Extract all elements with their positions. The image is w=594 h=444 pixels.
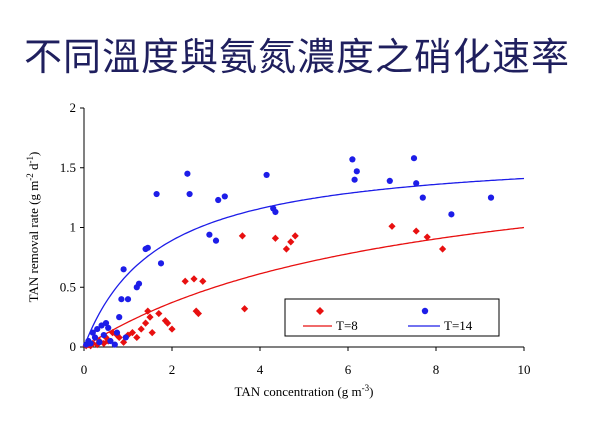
point-t14 — [135, 280, 143, 287]
point-t14 — [487, 194, 495, 201]
point-t8 — [128, 329, 136, 337]
legend-marker-t8 — [316, 307, 324, 315]
point-t8 — [109, 329, 117, 337]
point-t8 — [439, 245, 447, 253]
point-t8 — [192, 307, 200, 315]
point-t14 — [116, 314, 123, 321]
y-tick-label: 1 — [70, 220, 77, 235]
point-t8 — [412, 227, 420, 235]
legend-marker-t14 — [421, 307, 429, 315]
point-t14 — [272, 208, 279, 216]
point-t14 — [120, 266, 127, 273]
point-t14 — [186, 190, 193, 198]
fit-curve-t8 — [83, 226, 525, 348]
point-t8 — [100, 339, 108, 348]
data-points — [82, 155, 495, 350]
point-t14 — [419, 194, 426, 201]
point-t8 — [161, 317, 169, 325]
point-t8 — [287, 238, 295, 246]
point-t14 — [89, 329, 96, 336]
point-t14 — [118, 296, 125, 303]
x-tick-label: 4 — [257, 362, 264, 377]
legend-label-t8: T=8 — [336, 318, 358, 333]
x-ticks: 0 2 4 6 8 10 — [81, 347, 531, 377]
y-ticks: 0 0.5 1 1.5 2 — [60, 100, 84, 354]
point-t14 — [263, 171, 270, 179]
x-tick-label: 0 — [81, 362, 88, 377]
point-t14 — [212, 237, 220, 244]
point-t8 — [148, 329, 156, 337]
y-tick-label: 0.5 — [60, 279, 76, 294]
fit-curve-t14 — [83, 177, 525, 348]
point-t8 — [423, 233, 431, 241]
point-t14 — [122, 334, 129, 341]
point-t14 — [351, 176, 358, 183]
point-t14 — [94, 325, 101, 333]
legend-box — [284, 298, 500, 337]
y-tick-label: 0 — [70, 339, 77, 354]
point-t8 — [271, 234, 279, 242]
point-t8 — [194, 309, 202, 318]
point-t14 — [353, 168, 360, 175]
point-t14 — [100, 331, 107, 339]
point-t14 — [113, 329, 121, 336]
point-t14 — [221, 193, 228, 200]
x-tick-label: 8 — [433, 362, 440, 377]
point-t14 — [91, 334, 99, 341]
point-t8 — [93, 341, 101, 349]
point-t14 — [215, 196, 222, 204]
point-t8 — [164, 319, 172, 327]
point-t8 — [120, 338, 128, 346]
y-tick-label: 1.5 — [60, 160, 76, 175]
point-t8 — [155, 309, 163, 318]
point-t14 — [96, 339, 103, 346]
point-t14 — [153, 190, 160, 198]
point-t14 — [410, 155, 418, 162]
point-t8 — [142, 319, 150, 327]
point-t14 — [386, 177, 393, 184]
point-t8 — [133, 333, 141, 342]
point-t14 — [87, 340, 94, 347]
point-t14 — [349, 156, 356, 163]
slide-title: 不同溫度與氨氮濃度之硝化速率 — [23, 35, 570, 79]
point-t14 — [144, 244, 151, 251]
legend-label-t14: T=14 — [444, 318, 473, 333]
x-tick-label: 6 — [345, 362, 352, 377]
point-t14 — [102, 320, 110, 327]
point-t8 — [137, 325, 145, 333]
point-t14 — [105, 324, 112, 331]
point-t8 — [146, 313, 154, 321]
y-tick-label: 2 — [70, 100, 77, 115]
point-t8 — [199, 277, 207, 285]
point-t8 — [144, 307, 152, 315]
x-tick-label: 10 — [518, 362, 531, 377]
legend: T=8 T=14 — [284, 298, 500, 337]
point-t8 — [238, 232, 246, 240]
x-axis-label: TAN concentration (g m-3) — [235, 383, 374, 399]
point-t8 — [124, 331, 132, 339]
point-t14 — [206, 231, 213, 238]
point-t14 — [184, 170, 191, 177]
point-t14 — [413, 180, 420, 187]
point-t8 — [388, 222, 396, 230]
point-t14 — [157, 260, 165, 267]
point-t14 — [107, 337, 114, 345]
y-axis-label: TAN removal rate (g m-2 d-1) — [25, 152, 41, 303]
point-t8 — [241, 305, 249, 313]
point-t14 — [124, 296, 132, 303]
point-t8 — [168, 325, 176, 333]
point-t14 — [111, 341, 118, 348]
point-t8 — [291, 232, 299, 240]
fit-curves — [83, 177, 525, 348]
point-t8 — [282, 245, 290, 253]
point-t8 — [190, 275, 198, 283]
point-t8 — [181, 277, 189, 285]
point-t14 — [448, 211, 455, 218]
x-tick-label: 2 — [169, 362, 176, 377]
